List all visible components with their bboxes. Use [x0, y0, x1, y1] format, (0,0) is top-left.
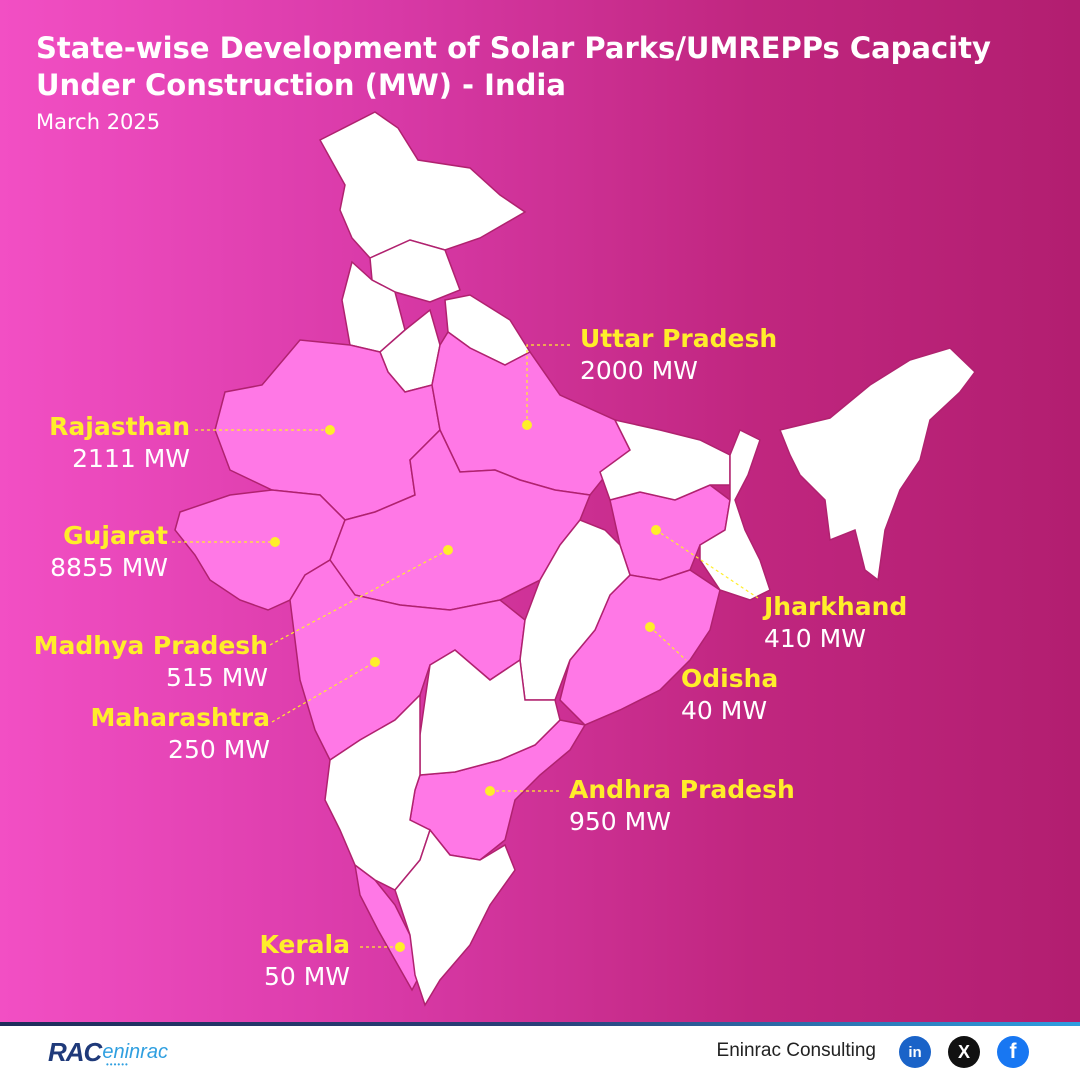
- state-name: Maharashtra: [90, 703, 270, 732]
- marker-gujarat: [270, 537, 280, 547]
- state-name: Madhya Pradesh: [33, 631, 268, 660]
- state-value: 950 MW: [569, 807, 671, 836]
- label-jharkhand: Jharkhand 410 MW: [764, 591, 907, 655]
- label-uttar-pradesh: Uttar Pradesh 2000 MW: [580, 323, 777, 387]
- marker-kerala: [395, 942, 405, 952]
- state-value: 2000 MW: [580, 356, 698, 385]
- infographic-canvas: State-wise Development of Solar Parks/UM…: [0, 0, 1080, 1022]
- page-title: State-wise Development of Solar Parks/UM…: [36, 31, 991, 102]
- x-icon[interactable]: X: [948, 1036, 980, 1068]
- state-tamil-nadu: [394, 828, 516, 1007]
- company-name: Eninrac Consulting: [716, 1040, 876, 1061]
- label-maharashtra: Maharashtra 250 MW: [91, 702, 270, 766]
- state-name: Jharkhand: [764, 592, 908, 621]
- state-northeast: [778, 347, 976, 582]
- state-value: 8855 MW: [50, 553, 168, 582]
- state-jammu-kashmir: [318, 111, 527, 259]
- leader-madhya-pradesh: [269, 549, 449, 646]
- state-name: Gujarat: [63, 521, 168, 550]
- logo-dots-icon: ••••••: [106, 1060, 129, 1069]
- page-subtitle: March 2025: [36, 110, 161, 134]
- state-value: 2111 MW: [72, 444, 190, 473]
- state-value: 40 MW: [681, 696, 768, 725]
- footer: RAC eninrac •••••• Eninrac Consulting in…: [0, 1026, 1080, 1080]
- marker-rajasthan: [325, 425, 335, 435]
- marker-andhra-pradesh: [485, 786, 495, 796]
- state-name: Kerala: [259, 930, 350, 959]
- state-name: Rajasthan: [49, 412, 190, 441]
- logo-rac: RAC: [48, 1036, 102, 1067]
- state-value: 50 MW: [263, 962, 350, 991]
- label-madhya-pradesh: Madhya Pradesh 515 MW: [34, 630, 268, 694]
- leader-uttar-pradesh: [526, 344, 570, 425]
- marker-jharkhand: [651, 525, 661, 535]
- leader-odisha: [649, 626, 687, 661]
- marker-odisha: [645, 622, 655, 632]
- linkedin-icon[interactable]: in: [899, 1036, 931, 1068]
- footer-divider: [0, 1022, 1080, 1026]
- state-bihar: [599, 418, 731, 501]
- state-name: Uttar Pradesh: [580, 324, 778, 353]
- facebook-icon[interactable]: f: [997, 1036, 1029, 1068]
- marker-maharashtra: [370, 657, 380, 667]
- label-andhra-pradesh: Andhra Pradesh 950 MW: [569, 774, 795, 838]
- marker-uttar-pradesh: [522, 420, 532, 430]
- leader-jharkhand: [655, 529, 759, 599]
- state-value: 250 MW: [168, 735, 270, 764]
- state-karnataka: [324, 693, 431, 891]
- eninrac-logo[interactable]: RAC eninrac ••••••: [48, 1036, 168, 1070]
- state-west-bengal: [699, 428, 771, 601]
- label-gujarat: Gujarat 8855 MW: [50, 520, 168, 584]
- india-map: [172, 111, 976, 1007]
- state-name: Andhra Pradesh: [569, 775, 795, 804]
- leader-maharashtra: [271, 661, 376, 723]
- label-rajasthan: Rajasthan 2111 MW: [49, 411, 190, 475]
- state-name: Odisha: [681, 664, 779, 693]
- label-kerala: Kerala 50 MW: [259, 929, 350, 993]
- state-kerala: [353, 863, 421, 992]
- state-value: 515 MW: [166, 663, 268, 692]
- state-value: 410 MW: [764, 624, 866, 653]
- marker-madhya-pradesh: [443, 545, 453, 555]
- logo-eninrac: eninrac: [102, 1040, 168, 1063]
- label-odisha: Odisha 40 MW: [681, 663, 778, 727]
